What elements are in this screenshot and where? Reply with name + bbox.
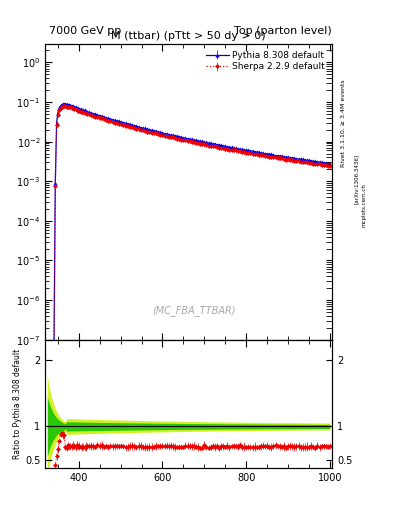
Text: (MC_FBA_TTBAR): (MC_FBA_TTBAR) — [152, 305, 236, 315]
Text: 7000 GeV pp: 7000 GeV pp — [49, 26, 121, 36]
Text: mcplots.cern.ch: mcplots.cern.ch — [362, 183, 367, 227]
Title: M (ttbar) (pTtt > 50 dy > 0): M (ttbar) (pTtt > 50 dy > 0) — [111, 31, 266, 41]
Text: [arXiv:1306.3436]: [arXiv:1306.3436] — [354, 154, 359, 204]
Text: Top (parton level): Top (parton level) — [233, 26, 331, 36]
Legend: Pythia 8.308 default, Sherpa 2.2.9 default: Pythia 8.308 default, Sherpa 2.2.9 defau… — [203, 48, 328, 74]
Y-axis label: Ratio to Pythia 8.308 default: Ratio to Pythia 8.308 default — [13, 349, 22, 459]
Text: Rivet 3.1.10, ≥ 3.4M events: Rivet 3.1.10, ≥ 3.4M events — [341, 79, 346, 167]
